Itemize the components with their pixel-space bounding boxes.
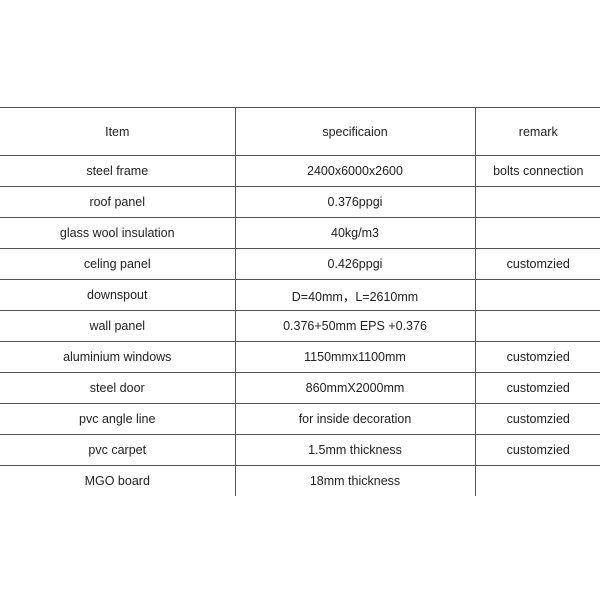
table-row: pvc angle line for inside decoration custo… — [0, 403, 600, 435]
table-row: steel frame 2400x6000x2600 bolts connectio… — [0, 155, 600, 187]
remark-cell — [474, 465, 600, 496]
item-cell: steel frame — [0, 155, 236, 187]
remark-cell: bolts connection — [474, 155, 600, 187]
remark-cell: customzied — [474, 372, 600, 404]
specification-cell: 0.376+50mm EPS +0.376 — [234, 310, 476, 342]
table-row: aluminium windows 1150mmx1100mm customzied — [0, 341, 600, 373]
table-row: glass wool insulation 40kg/m3 — [0, 217, 600, 249]
remark-cell — [474, 186, 600, 218]
item-cell: wall panel — [0, 310, 236, 342]
remark-cell: customzied — [474, 403, 600, 435]
item-cell: aluminium windows — [0, 341, 236, 373]
specification-table: Item specificaion remark steel frame 2400… — [0, 107, 600, 496]
specification-cell: 860mmX2000mm — [234, 372, 476, 404]
header-specification: specificaion — [234, 107, 476, 156]
item-cell: pvc carpet — [0, 434, 236, 466]
table-row: roof panel 0.376ppgi — [0, 186, 600, 218]
item-cell: celing panel — [0, 248, 236, 280]
header-row: Item specificaion remark — [0, 107, 600, 156]
item-cell: steel door — [0, 372, 236, 404]
remark-cell: customzied — [474, 248, 600, 280]
item-cell: downspout — [0, 279, 236, 311]
header-remark: remark — [474, 107, 600, 156]
item-cell: glass wool insulation — [0, 217, 236, 249]
specification-cell: 2400x6000x2600 — [234, 155, 476, 187]
header-item: Item — [0, 107, 236, 156]
item-cell: pvc angle line — [0, 403, 236, 435]
table-row: downspout D=40mm，L=2610mm — [0, 279, 600, 311]
item-cell: roof panel — [0, 186, 236, 218]
specification-cell: D=40mm，L=2610mm — [234, 279, 476, 311]
remark-cell: customzied — [474, 341, 600, 373]
remark-cell — [474, 279, 600, 311]
remark-cell: customzied — [474, 434, 600, 466]
specification-cell: 40kg/m3 — [234, 217, 476, 249]
table-row: steel door 860mmX2000mm customzied — [0, 372, 600, 404]
remark-cell — [474, 217, 600, 249]
specification-cell: 1150mmx1100mm — [234, 341, 476, 373]
table-row: pvc carpet 1.5mm thickness customzied — [0, 434, 600, 466]
specification-cell: 1.5mm thickness — [234, 434, 476, 466]
remark-cell — [474, 310, 600, 342]
specification-cell: 0.426ppgi — [234, 248, 476, 280]
specification-cell: 0.376ppgi — [234, 186, 476, 218]
item-cell: MGO board — [0, 465, 236, 496]
table-row: MGO board 18mm thickness — [0, 465, 600, 496]
specification-cell: for inside decoration — [234, 403, 476, 435]
table-row: wall panel 0.376+50mm EPS +0.376 — [0, 310, 600, 342]
table-row: celing panel 0.426ppgi customzied — [0, 248, 600, 280]
specification-cell: 18mm thickness — [234, 465, 476, 496]
